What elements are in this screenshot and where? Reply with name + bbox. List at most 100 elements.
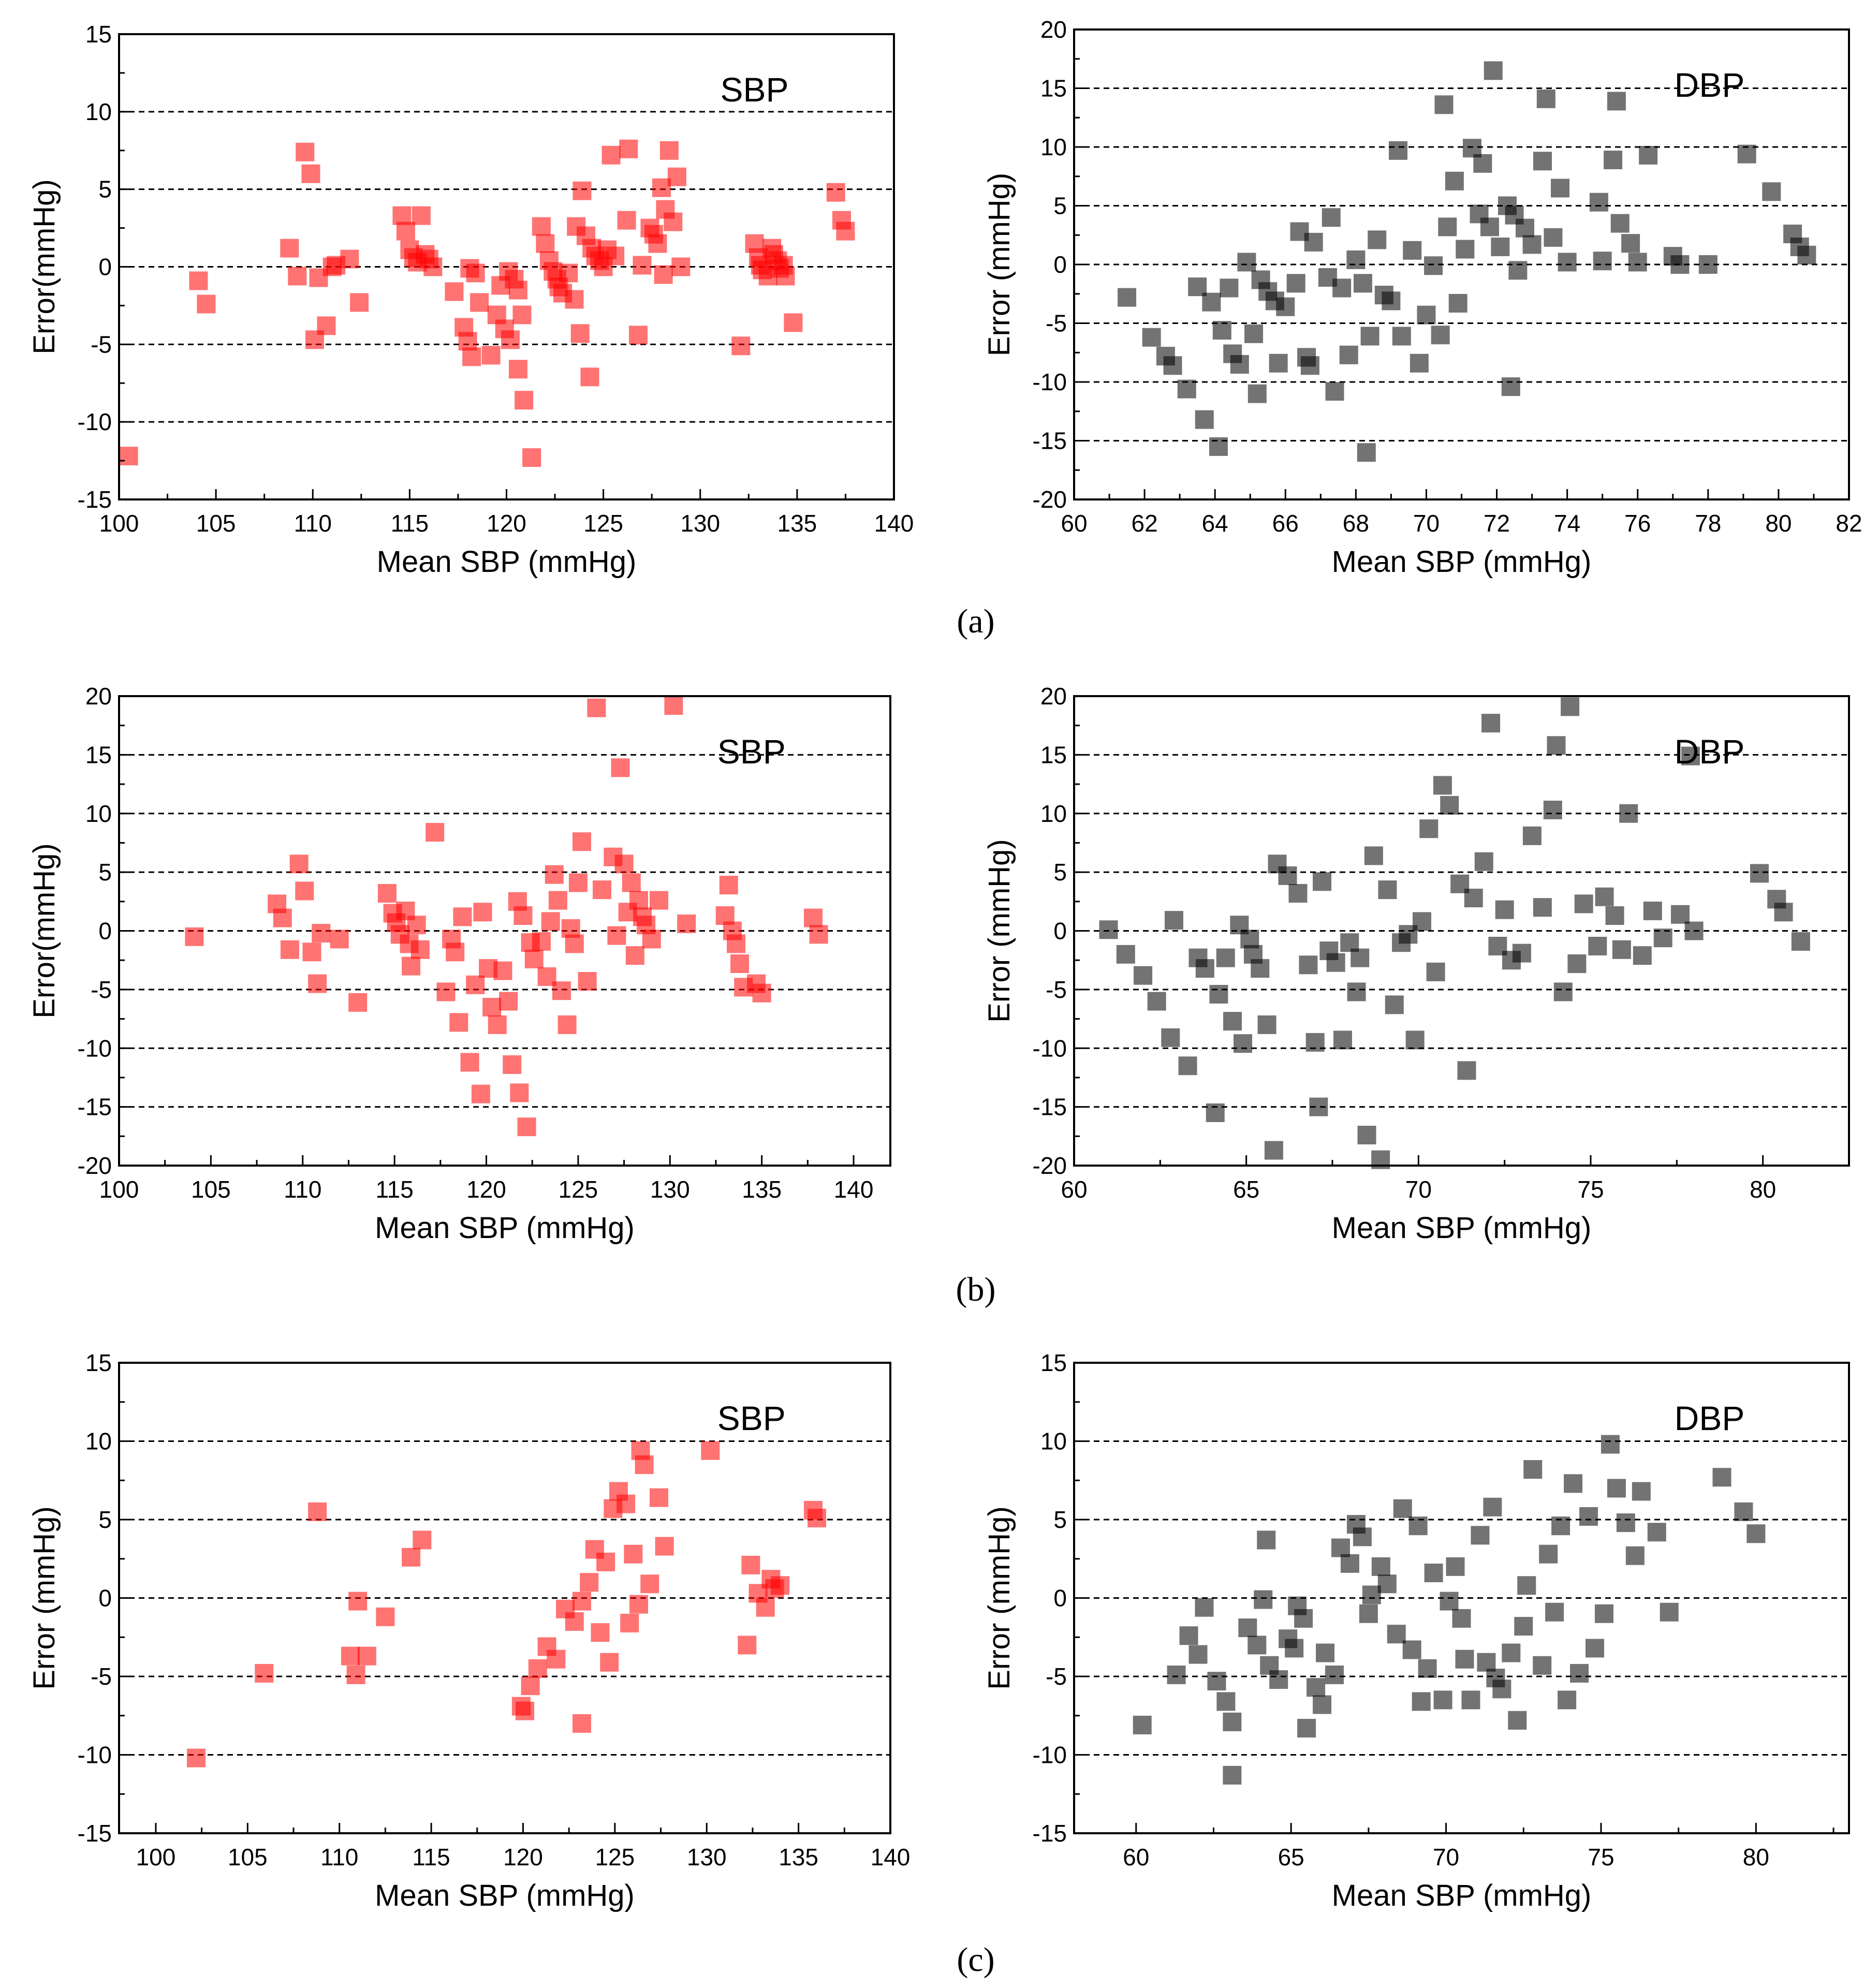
data-point bbox=[1325, 1665, 1344, 1684]
data-point bbox=[1474, 852, 1493, 871]
data-point bbox=[1288, 883, 1308, 903]
data-point bbox=[1464, 889, 1483, 908]
data-point bbox=[185, 927, 204, 946]
data-point bbox=[808, 1508, 827, 1527]
data-point bbox=[1501, 377, 1520, 396]
data-point bbox=[1244, 324, 1264, 343]
x-tick-label: 110 bbox=[294, 510, 332, 537]
x-tick-label: 110 bbox=[320, 1844, 358, 1871]
data-point bbox=[1601, 1435, 1620, 1454]
data-point bbox=[1357, 443, 1376, 462]
x-tick-label: 62 bbox=[1132, 510, 1158, 537]
caption-c: (c) bbox=[957, 1941, 994, 1979]
data-point bbox=[1408, 1516, 1428, 1536]
panel-label: DBP bbox=[1675, 1399, 1745, 1437]
y-tick-label: -5 bbox=[91, 331, 112, 358]
data-point bbox=[731, 336, 751, 356]
data-point bbox=[587, 698, 606, 717]
x-tick-label: 105 bbox=[196, 510, 236, 537]
y-tick-label: -15 bbox=[78, 486, 112, 513]
data-point bbox=[1517, 1576, 1536, 1595]
x-axis-title: Mean SBP (mmHg) bbox=[375, 1879, 635, 1912]
data-point bbox=[1594, 1604, 1613, 1623]
data-point bbox=[1440, 796, 1459, 815]
data-point bbox=[410, 940, 430, 959]
data-point bbox=[1116, 945, 1135, 964]
data-point bbox=[1477, 1653, 1496, 1672]
y-tick-label: -20 bbox=[1033, 1152, 1067, 1179]
data-point bbox=[628, 326, 648, 345]
data-point bbox=[466, 263, 485, 283]
data-point bbox=[376, 1607, 395, 1626]
data-point bbox=[317, 316, 336, 335]
points-b-right bbox=[1099, 697, 1810, 1169]
data-point bbox=[436, 982, 456, 1002]
data-point bbox=[1533, 152, 1552, 171]
data-point bbox=[446, 943, 465, 962]
data-point bbox=[730, 954, 750, 973]
y-tick-label: 15 bbox=[1040, 75, 1067, 102]
data-point bbox=[280, 940, 299, 959]
data-point bbox=[1161, 1028, 1180, 1047]
data-point bbox=[1495, 900, 1514, 919]
data-point bbox=[1206, 1103, 1225, 1122]
x-tick-label: 115 bbox=[375, 1176, 413, 1203]
data-point bbox=[1539, 1544, 1558, 1564]
data-point bbox=[1297, 1718, 1316, 1737]
data-point bbox=[412, 206, 431, 225]
chart-a-right: 60 62 64 66 68 70 72 74 76 78 80 82 -20 -15 -10 -5 0 5 10 1… bbox=[982, 16, 1862, 579]
data-point bbox=[1533, 898, 1552, 917]
x-tick-label: 75 bbox=[1577, 1176, 1604, 1203]
data-point bbox=[1419, 819, 1439, 838]
data-point bbox=[377, 883, 397, 903]
data-point bbox=[302, 943, 321, 962]
data-point bbox=[1610, 214, 1630, 233]
data-point bbox=[1670, 905, 1690, 924]
data-point bbox=[499, 992, 518, 1011]
points-b-left bbox=[185, 696, 828, 1137]
x-tick-label: 110 bbox=[284, 1176, 321, 1203]
data-point bbox=[1545, 1602, 1564, 1622]
data-point bbox=[1405, 1030, 1425, 1050]
data-point bbox=[1269, 1670, 1288, 1689]
data-point bbox=[1445, 171, 1464, 190]
x-tick-label: 74 bbox=[1554, 510, 1580, 537]
points-c-right bbox=[1133, 1435, 1766, 1785]
data-point bbox=[330, 930, 349, 949]
data-point bbox=[701, 1441, 720, 1460]
data-point bbox=[402, 1548, 421, 1567]
data-point bbox=[1712, 1468, 1731, 1487]
data-point bbox=[1179, 1626, 1198, 1645]
data-point bbox=[503, 1055, 522, 1074]
data-point bbox=[1313, 872, 1332, 891]
x-tick-label: 70 bbox=[1413, 510, 1440, 537]
data-point bbox=[1118, 288, 1137, 307]
data-point bbox=[607, 926, 626, 945]
data-point bbox=[640, 1574, 659, 1594]
data-point bbox=[449, 1013, 468, 1032]
data-point bbox=[1163, 356, 1182, 375]
data-point bbox=[1099, 920, 1118, 939]
data-point bbox=[1424, 256, 1443, 275]
data-point bbox=[1619, 804, 1638, 823]
y-tick-label: 0 bbox=[1053, 1585, 1067, 1612]
data-point bbox=[1364, 846, 1383, 865]
data-point bbox=[1558, 1690, 1577, 1710]
data-point bbox=[578, 972, 597, 991]
data-point bbox=[809, 925, 828, 944]
data-point bbox=[1188, 1645, 1208, 1664]
data-point bbox=[573, 1714, 591, 1733]
x-axis-title: Mean SBP (mmHg) bbox=[1332, 1879, 1592, 1912]
data-point bbox=[1322, 208, 1341, 227]
data-point bbox=[1455, 1650, 1474, 1669]
y-tick-label: -5 bbox=[91, 1663, 112, 1690]
x-tick-label: 100 bbox=[99, 1176, 139, 1203]
data-point bbox=[580, 367, 599, 387]
data-point bbox=[516, 1701, 535, 1720]
data-point bbox=[1502, 1643, 1521, 1662]
data-point bbox=[1351, 948, 1370, 967]
data-point bbox=[301, 164, 320, 183]
data-point bbox=[1480, 217, 1499, 237]
chart-c-left: 100 105 110 115 120 125 130 135 140 -15 -10 -5 0 5 10 1… bbox=[27, 1349, 910, 1912]
data-point bbox=[1207, 1672, 1226, 1691]
